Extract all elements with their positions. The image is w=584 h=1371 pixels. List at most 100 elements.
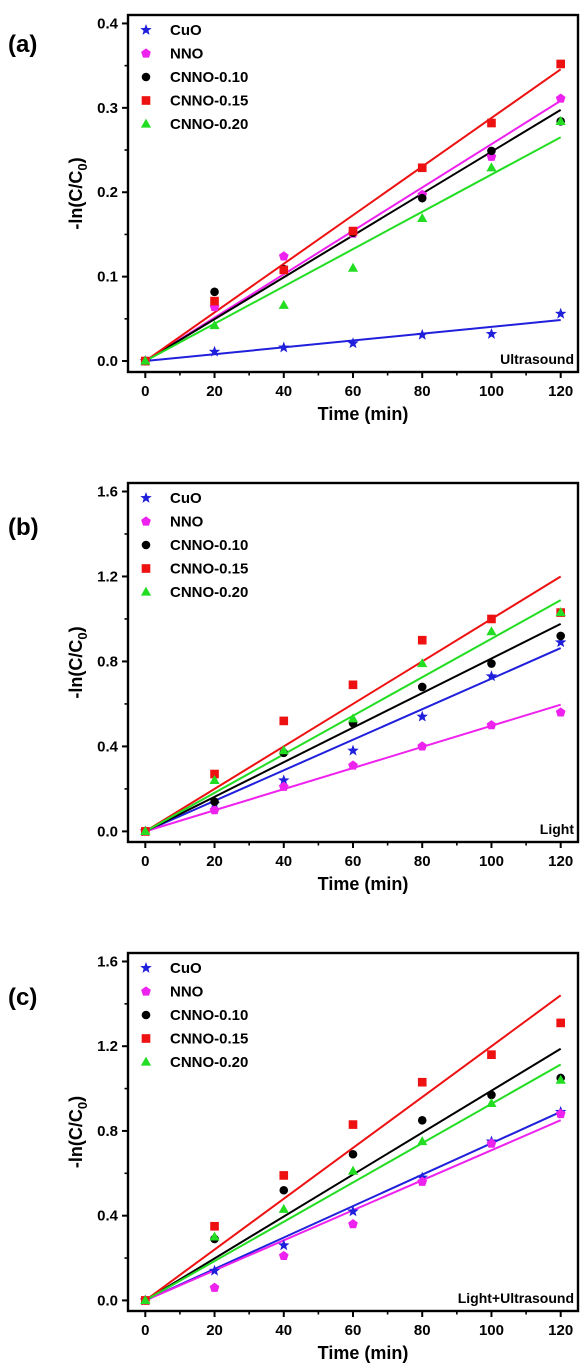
data-point-cnno-0-15: [279, 716, 289, 726]
data-point-cnno-0-20: [486, 1098, 497, 1108]
legend-marker-cuo: [140, 492, 152, 503]
y-axis-title-subscript: 0: [75, 1102, 90, 1109]
chart-panel-a: (a) 0 20 40 60 80 100 120 0.0 0.1 0.2 0.3 0.4 Time (m…: [8, 13, 580, 424]
data-point-cnno-0-10: [348, 1149, 358, 1159]
data-point-cnno-0-15: [210, 1221, 219, 1231]
y-tick-label: 0.4: [97, 738, 119, 755]
data-point-cnno-0-20: [209, 1231, 220, 1241]
legend-marker-cnno-0-15: [141, 96, 151, 105]
y-tick-label: 0.3: [97, 100, 118, 117]
legend-label-cuo: CuO: [170, 22, 202, 39]
data-point-cnno-0-20: [140, 355, 151, 365]
legend-label-cuo: CuO: [170, 490, 202, 507]
data-point-cnno-0-20: [140, 825, 151, 835]
x-tick-label: 120: [548, 853, 573, 870]
y-axis-title-close: ): [66, 1096, 86, 1102]
data-point-cnno-0-10: [487, 1090, 496, 1100]
data-point-cuo: [416, 328, 428, 340]
data-point-cnno-0-15: [417, 1077, 427, 1087]
panel-label: (c): [8, 984, 37, 1011]
x-tick-label: 0: [141, 1322, 149, 1339]
data-point-cnno-0-20: [278, 299, 289, 309]
data-point-cuo: [347, 337, 359, 349]
legend-marker-nno: [141, 516, 151, 526]
data-point-cnno-0-10: [210, 797, 219, 806]
data-point-cuo: [278, 341, 290, 353]
data-point-nno: [555, 93, 566, 103]
data-point-cnno-0-15: [348, 1120, 358, 1129]
data-point-cnno-0-20: [347, 713, 359, 723]
data-point-cnno-0-20: [555, 115, 566, 125]
legend-label-cnno-0-20: CNNO-0.20: [170, 116, 248, 133]
y-tick-label: 0.0: [97, 823, 118, 840]
x-tick-label: 40: [275, 383, 292, 400]
y-axis-title: -ln(C/C0): [66, 626, 90, 698]
legend-marker-cnno-0-15: [141, 564, 151, 573]
data-point-nno: [486, 720, 497, 730]
x-axis-title: Time (min): [318, 874, 409, 894]
fit-line-cnno-0-15: [144, 68, 562, 362]
x-tick-label: 120: [548, 1322, 573, 1339]
legend-marker-cnno-0-10: [141, 540, 151, 550]
data-point-cnno-0-15: [417, 635, 427, 645]
data-point-cnno-0-10: [417, 193, 427, 203]
legend-label-cnno-0-15: CNNO-0.15: [170, 1031, 248, 1048]
panel-label: (b): [8, 514, 39, 541]
y-axis-title-close: ): [66, 626, 86, 632]
y-axis-title-main: -ln(C/C: [66, 1109, 86, 1168]
data-point-nno: [417, 741, 428, 751]
y-tick-label: 1.2: [97, 568, 118, 585]
data-point-nno: [278, 1250, 289, 1261]
data-point-cnno-0-20: [209, 774, 220, 784]
legend-label-nno: NNO: [170, 984, 204, 1001]
data-point-nno: [278, 781, 289, 791]
data-point-cuo: [278, 774, 290, 786]
data-point-cnno-0-20: [140, 1295, 151, 1305]
y-tick-label: 1.6: [97, 483, 118, 500]
condition-label: Light+Ultrasound: [458, 1290, 574, 1306]
fit-line-cnno-0-15: [144, 575, 562, 833]
legend-marker-cuo: [140, 962, 152, 973]
data-point-cnno-0-20: [417, 1136, 428, 1146]
legend-label-cnno-0-15: CNNO-0.15: [170, 561, 248, 578]
data-point-cuo: [485, 670, 498, 682]
x-tick-label: 20: [206, 853, 223, 870]
legend-marker-cuo: [140, 24, 152, 35]
x-axis-title: Time (min): [318, 1343, 409, 1363]
fit-line-cuo: [144, 647, 562, 833]
x-tick-label: 40: [275, 1322, 292, 1339]
x-tick-label: 0: [141, 383, 149, 400]
y-tick-label: 0.1: [97, 269, 118, 286]
x-tick-label: 20: [206, 1322, 223, 1339]
data-point-cnno-0-15: [210, 769, 219, 779]
legend-label-cuo: CuO: [170, 960, 202, 977]
data-point-nno: [417, 1176, 428, 1186]
data-point-cnno-0-15: [487, 614, 496, 624]
data-point-cnno-0-20: [417, 658, 428, 668]
legend-marker-nno: [141, 986, 151, 996]
x-tick-label: 100: [479, 1322, 504, 1339]
data-point-cnno-0-10: [417, 682, 427, 692]
x-tick-label: 0: [141, 853, 149, 870]
condition-label: Ultrasound: [500, 351, 574, 367]
x-tick-label: 100: [479, 853, 504, 870]
data-point-cnno-0-10: [487, 146, 496, 156]
data-point-cnno-0-20: [278, 745, 289, 755]
legend-label-cnno-0-10: CNNO-0.10: [170, 69, 248, 86]
data-point-cnno-0-15: [417, 163, 427, 173]
x-axis-title: Time (min): [318, 404, 409, 424]
legend-marker-cnno-0-10: [141, 72, 151, 82]
y-tick-label: 0.0: [97, 353, 118, 370]
data-point-cnno-0-10: [279, 1185, 289, 1195]
data-point-cuo: [208, 1264, 221, 1276]
y-axis-title: -ln(C/C0): [66, 157, 90, 229]
data-point-cnno-0-15: [348, 226, 358, 236]
data-point-nno: [555, 707, 566, 717]
legend-label-nno: NNO: [170, 46, 204, 63]
legend-marker-cnno-0-20: [140, 1056, 152, 1066]
data-point-nno: [348, 760, 358, 770]
y-axis-title-main: -ln(C/C: [66, 640, 86, 699]
y-tick-label: 0.8: [97, 1123, 118, 1140]
legend-label-nno: NNO: [170, 514, 204, 531]
